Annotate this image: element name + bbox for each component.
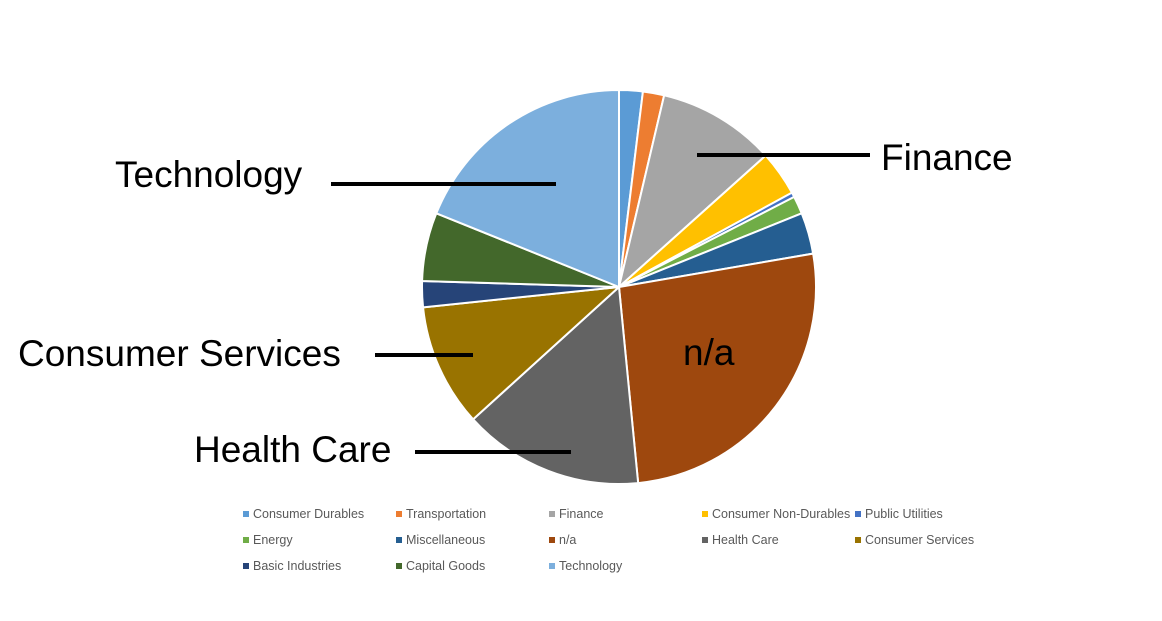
legend-swatch [549,510,555,517]
legend-item-energy: Energy [243,531,396,548]
legend-swatch [396,536,402,543]
legend-item-consumer-durables: Consumer Durables [243,505,396,522]
legend-swatch [549,536,555,543]
legend-label: Energy [253,532,293,547]
legend-item-finance: Finance [549,505,702,522]
legend-swatch [243,510,249,517]
pie-slice-consumer-services [421,285,622,421]
legend-swatch [243,536,249,543]
legend-swatch [855,536,861,543]
pie-slice-health-care [471,284,640,485]
legend-swatch [702,510,708,517]
pie-slice-technology [435,88,620,289]
legend-item-consumer-non-durables: Consumer Non-Durables [702,505,855,522]
legend-label: Technology [559,558,623,573]
legend-item-consumer-services: Consumer Services [855,531,1008,548]
pie-slice-finance [617,94,768,290]
legend-label: Consumer Non-Durables [712,506,851,521]
legend-item-basic-industries: Basic Industries [243,557,396,574]
legend-label: Public Utilities [865,506,943,521]
annotation-label-consumer-services: Consumer Services [18,333,341,374]
legend-swatch [396,562,402,569]
legend-label: n/a [559,532,577,547]
chart-legend: Consumer Durables Transportation Finance Co… [243,505,1003,574]
annotation-label-finance: Finance [881,137,1013,178]
legend-item-capital-goods: Capital Goods [396,557,549,574]
legend-label: Miscellaneous [406,532,486,547]
legend-swatch [702,536,708,543]
legend-swatch [855,510,861,517]
legend-label: Basic Industries [253,558,342,573]
annotation-label-health-care: Health Care [194,429,391,470]
legend-label: Finance [559,506,604,521]
pie-slices [420,88,817,485]
legend-item-miscellaneous: Miscellaneous [396,531,549,548]
legend-label: Health Care [712,532,779,547]
legend-swatch [243,562,249,569]
annotation-label-n-a: n/a [683,332,735,373]
legend-item-public-utilities: Public Utilities [855,505,1008,522]
legend-label: Consumer Durables [253,506,365,521]
legend-label: Consumer Services [865,532,975,547]
legend-label: Transportation [406,506,487,521]
pie-annotations: Technology Finance n/a Consumer Services Hea… [18,137,1013,470]
legend-item-health-care: Health Care [702,531,855,548]
legend-item-technology: Technology [549,557,702,574]
legend-item-transportation: Transportation [396,505,549,522]
legend-swatch [549,562,555,569]
legend-item-n-a: n/a [549,531,702,548]
pie-slice-n-a [617,252,817,485]
legend-label: Capital Goods [406,558,486,573]
annotation-label-technology: Technology [115,154,303,195]
legend-swatch [396,510,402,517]
